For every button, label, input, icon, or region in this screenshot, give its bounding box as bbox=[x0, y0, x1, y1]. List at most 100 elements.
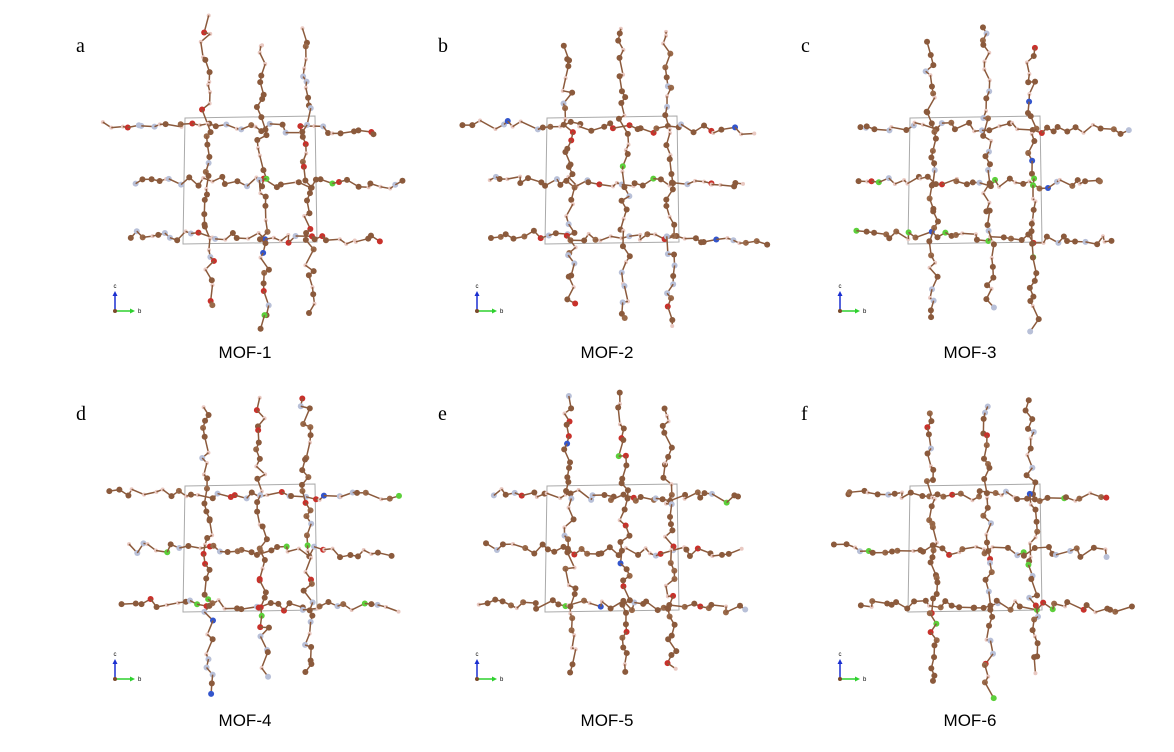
axis-b-head bbox=[855, 308, 860, 314]
bond bbox=[962, 546, 977, 550]
atom bbox=[734, 493, 741, 500]
bond bbox=[520, 120, 539, 131]
bond bbox=[325, 238, 340, 242]
bond bbox=[304, 557, 312, 573]
axis-origin bbox=[475, 309, 479, 313]
atom bbox=[928, 314, 935, 321]
bond bbox=[562, 77, 567, 91]
bond bbox=[741, 132, 755, 135]
bond bbox=[385, 606, 399, 613]
bond bbox=[926, 453, 932, 467]
atom bbox=[1027, 328, 1034, 335]
axis-c-label: c bbox=[839, 284, 842, 290]
atom bbox=[1103, 494, 1110, 501]
atom bbox=[370, 131, 377, 138]
bond bbox=[984, 664, 989, 677]
atom bbox=[601, 123, 608, 130]
bond bbox=[984, 681, 995, 699]
atom bbox=[621, 315, 628, 322]
atom bbox=[664, 250, 671, 257]
axis-indicator: cb bbox=[474, 284, 504, 315]
axis-c-label: c bbox=[114, 652, 117, 658]
bond bbox=[143, 491, 157, 496]
crystal-structure bbox=[459, 26, 771, 328]
axis-b-head bbox=[130, 308, 135, 314]
atom bbox=[572, 300, 579, 307]
unit-cell bbox=[182, 115, 318, 245]
bond bbox=[256, 511, 261, 525]
atom bbox=[637, 125, 644, 132]
bond bbox=[926, 480, 933, 498]
bond bbox=[188, 545, 201, 550]
atom bbox=[209, 302, 216, 309]
bond bbox=[566, 235, 577, 248]
crystal-structure bbox=[853, 24, 1132, 335]
atom bbox=[567, 669, 574, 676]
atom bbox=[138, 122, 145, 129]
panel-caption: MOF-6 bbox=[944, 711, 997, 730]
atom bbox=[863, 123, 870, 130]
panel-caption: MOF-4 bbox=[219, 711, 272, 730]
atom bbox=[257, 325, 264, 332]
atom bbox=[673, 666, 678, 671]
bond bbox=[176, 230, 187, 241]
axis-indicator: cb bbox=[112, 652, 142, 683]
bond bbox=[479, 119, 496, 130]
bond bbox=[280, 181, 297, 186]
atom bbox=[306, 310, 313, 317]
bond bbox=[204, 260, 215, 271]
atom bbox=[653, 125, 660, 132]
bond bbox=[711, 604, 727, 608]
bond bbox=[205, 638, 214, 655]
atom bbox=[399, 177, 406, 184]
axis-b-label: b bbox=[863, 309, 867, 315]
bond bbox=[1066, 601, 1085, 611]
bond bbox=[206, 620, 214, 635]
bond bbox=[991, 244, 995, 258]
axis-origin bbox=[113, 677, 117, 681]
bond bbox=[201, 109, 209, 124]
axis-c-head bbox=[112, 291, 118, 296]
bond bbox=[203, 436, 210, 453]
crystal-structure bbox=[830, 397, 1135, 702]
bond bbox=[259, 52, 266, 65]
bond bbox=[258, 179, 262, 194]
bond bbox=[260, 651, 269, 669]
panel-letter: b bbox=[438, 35, 448, 57]
bond bbox=[205, 175, 210, 190]
bond bbox=[1083, 124, 1094, 134]
axis-origin bbox=[475, 677, 479, 681]
atom bbox=[990, 304, 997, 311]
bond bbox=[985, 522, 992, 535]
bond bbox=[728, 548, 742, 555]
panel-letter: a bbox=[76, 35, 85, 57]
unit-cell bbox=[544, 483, 680, 613]
axis-indicator: cb bbox=[837, 652, 867, 683]
bond bbox=[932, 527, 938, 543]
axis-b-label: b bbox=[138, 309, 142, 315]
axis-b-label: b bbox=[500, 309, 504, 315]
atom bbox=[671, 251, 678, 258]
bond bbox=[564, 65, 570, 79]
bond bbox=[567, 176, 578, 187]
unit-cell bbox=[907, 483, 1043, 613]
atom bbox=[739, 546, 744, 551]
atom bbox=[1108, 237, 1115, 244]
atom bbox=[752, 131, 757, 136]
atom bbox=[253, 446, 260, 453]
bond bbox=[563, 518, 575, 528]
panel-caption: MOF-5 bbox=[581, 711, 634, 730]
unit-cell bbox=[907, 115, 1043, 245]
atom bbox=[539, 124, 546, 131]
axis-c-head bbox=[474, 659, 480, 664]
unit-cell bbox=[544, 115, 680, 245]
atom bbox=[1125, 127, 1132, 134]
axis-origin bbox=[113, 309, 117, 313]
panel-letter: d bbox=[76, 403, 86, 425]
atom bbox=[1024, 60, 1029, 65]
bond bbox=[365, 492, 382, 500]
